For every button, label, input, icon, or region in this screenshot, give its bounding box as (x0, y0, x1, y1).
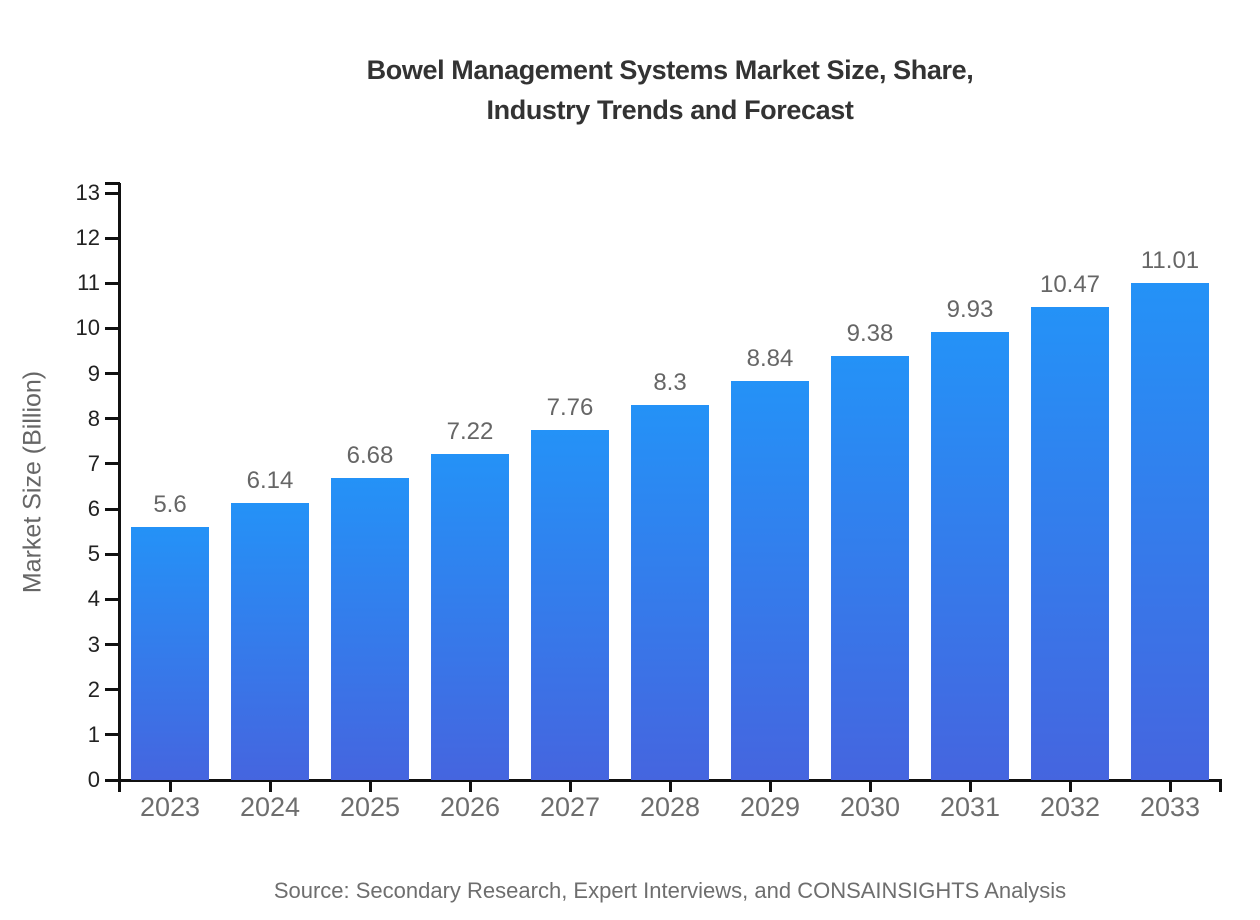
y-tick-mark (105, 326, 120, 330)
y-tick-label: 1 (87, 721, 100, 747)
x-tick-mark (168, 782, 172, 792)
chart-title: Bowel Management Systems Market Size, Sh… (120, 50, 1220, 130)
y-axis-top-cap-tick (105, 181, 120, 185)
bar (531, 429, 609, 780)
y-tick-mark (105, 462, 120, 466)
x-tick-mark (1068, 782, 1072, 792)
x-tick-mark (468, 782, 472, 792)
x-tick-mark (568, 782, 572, 792)
x-tick-mark (768, 782, 772, 792)
y-tick-mark (105, 688, 120, 692)
y-tick-label: 12 (75, 225, 100, 251)
bar (731, 380, 809, 780)
bar-value-label: 8.84 (746, 344, 794, 372)
bar (231, 502, 309, 780)
x-tick-label: 2024 (239, 792, 301, 822)
bar-value-label: 6.14 (246, 466, 294, 494)
bar (1031, 307, 1109, 780)
y-tick-mark (105, 597, 120, 601)
y-tick-mark (105, 552, 120, 556)
y-tick-label: 0 (87, 767, 100, 792)
bar-value-label: 6.68 (346, 442, 394, 470)
x-tick-label: 2023 (139, 792, 201, 822)
bar (1131, 282, 1209, 780)
x-tick-label: 2028 (639, 792, 701, 822)
x-tick-mark (668, 782, 672, 792)
x-tick-label: 2025 (339, 792, 401, 822)
bar-value-label: 10.47 (1039, 271, 1101, 299)
y-tick-label: 13 (75, 180, 100, 205)
bar-value-label: 7.76 (546, 393, 594, 421)
x-tick-label: 2029 (739, 792, 801, 822)
x-tick-mark (368, 782, 372, 792)
y-tick-label: 7 (87, 450, 100, 476)
y-tick-mark (105, 778, 120, 782)
x-tick-label: 2026 (439, 792, 501, 822)
y-axis-line (118, 183, 121, 792)
x-tick-label: 2027 (539, 792, 601, 822)
bar (931, 331, 1009, 780)
y-tick-label: 10 (75, 315, 100, 341)
bar-value-label: 8.3 (653, 369, 687, 397)
y-tick-label: 11 (77, 270, 100, 296)
chart-title-line1: Bowel Management Systems Market Size, Sh… (366, 55, 974, 85)
bar (831, 356, 909, 780)
bar (331, 478, 409, 780)
x-tick-mark (868, 782, 872, 792)
y-tick-mark (105, 733, 120, 737)
y-tick-label: 3 (87, 631, 100, 657)
x-tick-label: 2033 (1139, 792, 1201, 822)
x-axis-right-cap-tick (1218, 782, 1222, 792)
x-tick-mark (1168, 782, 1172, 792)
chart-title-line2: Industry Trends and Forecast (486, 95, 854, 125)
x-tick-label: 2032 (1039, 792, 1101, 822)
y-tick-mark (105, 236, 120, 240)
x-tick-label: 2030 (839, 792, 901, 822)
y-tick-label: 6 (87, 496, 100, 522)
bar (431, 453, 509, 780)
y-tick-mark (105, 417, 120, 421)
bar-value-label: 7.22 (446, 417, 494, 445)
bar-value-label: 11.01 (1140, 246, 1200, 274)
bar-value-label: 9.38 (846, 320, 894, 348)
bar (631, 405, 709, 780)
y-tick-label: 9 (87, 360, 100, 386)
bar-value-label: 9.93 (946, 295, 994, 323)
y-tick-label: 5 (87, 541, 100, 567)
y-tick-mark (105, 643, 120, 647)
y-tick-mark (105, 372, 120, 376)
x-tick-mark (268, 782, 272, 792)
y-tick-mark (105, 507, 120, 511)
y-tick-label: 2 (87, 676, 100, 702)
y-tick-label: 8 (87, 405, 100, 431)
x-tick-mark (968, 782, 972, 792)
bar-value-label: 5.6 (153, 491, 187, 519)
y-tick-mark (105, 191, 120, 195)
y-tick-mark (105, 281, 120, 285)
bar (131, 527, 209, 780)
y-tick-label: 4 (87, 586, 100, 612)
x-axis-line (107, 779, 1222, 782)
source-text: Source: Secondary Research, Expert Inter… (273, 878, 1067, 903)
x-tick-label: 2031 (939, 792, 1001, 822)
